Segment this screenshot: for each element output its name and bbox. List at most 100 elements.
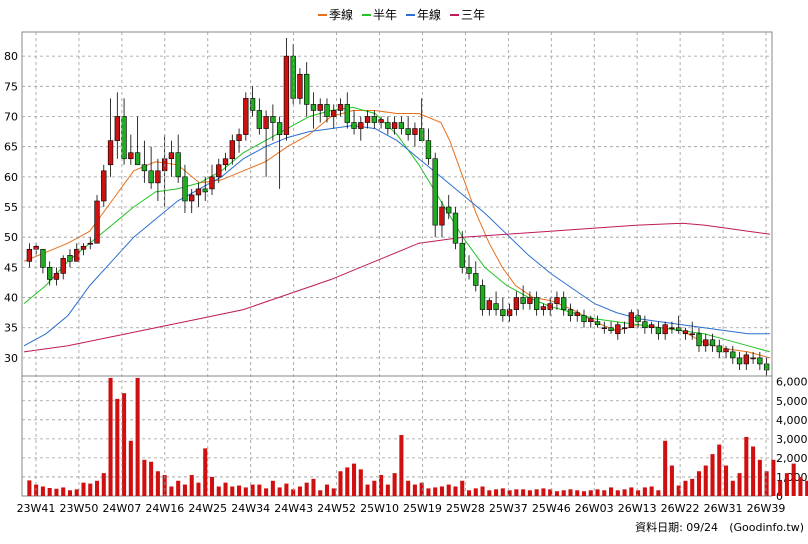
volume-bar — [67, 490, 72, 496]
candle-body — [594, 321, 601, 326]
candle-body — [459, 242, 465, 268]
candle-body — [189, 194, 195, 202]
candle-body — [533, 297, 540, 310]
volume-bar — [318, 490, 323, 496]
volume-bar — [710, 454, 715, 496]
x-tick-label: 25W19 — [403, 502, 442, 515]
volume-bar — [466, 490, 472, 496]
candle-body — [486, 300, 492, 310]
candle-body — [412, 128, 418, 135]
volume-bar — [270, 480, 275, 496]
volume-bar — [47, 488, 52, 496]
volume-bar — [683, 480, 688, 496]
candle-body — [709, 339, 716, 347]
volume-bar — [730, 480, 735, 496]
candle-body — [716, 345, 722, 353]
candle-body — [662, 324, 668, 335]
volume-bar — [324, 484, 330, 496]
volume-bar — [480, 486, 485, 496]
candle-body — [689, 333, 695, 336]
price-tick-label: 70 — [4, 110, 18, 123]
candle-body — [581, 315, 587, 322]
candle-body — [364, 116, 371, 123]
candle-body — [547, 303, 553, 310]
candle-body — [642, 321, 648, 329]
volume-bar — [304, 482, 309, 496]
volume-bar — [446, 484, 451, 496]
volume-bar — [426, 488, 431, 496]
x-tick-label: 24W07 — [102, 502, 141, 515]
candle-body — [743, 354, 749, 365]
candle-body — [276, 122, 283, 135]
candle-body — [736, 357, 743, 365]
volume-bar — [487, 490, 492, 496]
candle-body — [195, 188, 202, 196]
volume-bar — [473, 488, 478, 496]
legend-label: 年線 — [417, 7, 441, 22]
volume-bar — [588, 490, 593, 496]
volume-bar — [534, 489, 539, 496]
volume-bar — [189, 475, 194, 496]
volume-bar — [541, 488, 546, 496]
volume-tick-label: 5,000 — [776, 395, 808, 408]
x-tick-label: 26W39 — [747, 502, 786, 515]
candle-body — [121, 116, 127, 160]
candle-body — [182, 176, 188, 202]
volume-bar — [419, 482, 424, 496]
volume-bar — [345, 467, 350, 496]
volume-bar — [724, 465, 729, 496]
x-tick-label: 26W03 — [575, 502, 614, 515]
volume-bar — [142, 459, 147, 496]
candle-body — [168, 152, 175, 160]
volume-bar — [615, 490, 620, 496]
candle-body — [47, 267, 53, 280]
candle-body — [216, 164, 222, 178]
candle-body — [67, 254, 73, 262]
x-tick-label: 24W52 — [317, 502, 356, 515]
price-tick-label: 75 — [4, 80, 18, 93]
volume-bar — [392, 473, 397, 496]
candle-body — [723, 348, 729, 353]
price-tick-label: 55 — [4, 201, 18, 214]
volume-bar — [636, 490, 641, 496]
candle-body — [561, 297, 567, 310]
candle-body — [270, 116, 276, 123]
price-frame — [21, 31, 773, 377]
volume-tick-label: 2,000 — [776, 452, 808, 465]
volume-bar — [439, 486, 444, 496]
candle-body — [466, 267, 472, 274]
volume-tick-label: 4,000 — [776, 414, 808, 427]
volume-bar — [406, 480, 411, 496]
candle-body — [669, 327, 675, 330]
volume-bar — [669, 465, 674, 496]
candle-body — [155, 170, 161, 184]
candle-body — [134, 152, 141, 166]
candle-body — [236, 134, 242, 141]
candle-body — [317, 104, 323, 111]
candle-body — [540, 306, 547, 310]
volume-bar — [629, 487, 634, 496]
volume-bar — [690, 478, 695, 496]
candle-body — [222, 158, 229, 166]
candle-body — [26, 248, 33, 262]
price-tick-label: 40 — [4, 292, 18, 305]
volume-bar — [379, 475, 384, 496]
volume-bar — [656, 490, 661, 496]
volume-bar — [676, 485, 681, 496]
candle-body — [615, 324, 621, 335]
candle-body — [263, 116, 269, 129]
volume-bar — [554, 491, 559, 496]
volume-bar — [230, 486, 235, 496]
volume-frame — [21, 375, 773, 497]
x-tick-label: 23W41 — [17, 502, 56, 515]
volume-bar — [622, 489, 627, 496]
price-tick-label: 60 — [4, 171, 18, 184]
volume-bar — [581, 491, 587, 496]
candle-body — [500, 309, 506, 316]
candle-body — [655, 327, 662, 335]
volume-bar — [162, 475, 167, 496]
volume-bar — [88, 483, 93, 496]
candle-body — [249, 98, 256, 111]
volume-bar — [784, 473, 789, 496]
